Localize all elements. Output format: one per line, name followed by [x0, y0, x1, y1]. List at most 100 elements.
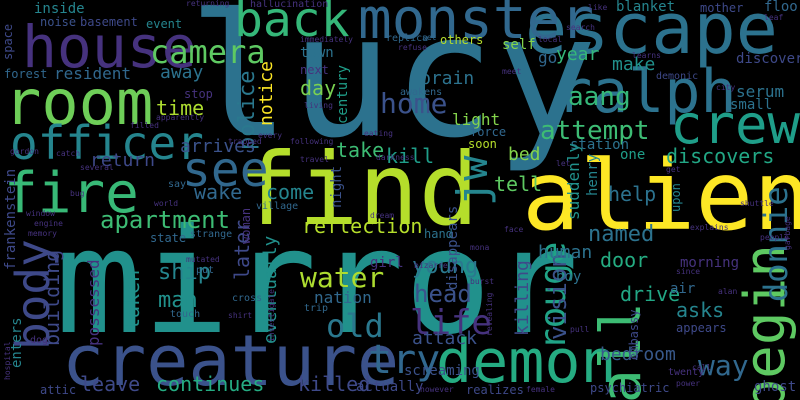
word-arrives: arrives — [180, 136, 256, 157]
word-since: since — [676, 267, 701, 276]
word-catch: catch — [56, 149, 81, 158]
word-replica: replica — [386, 33, 429, 44]
word-one: one — [620, 147, 646, 163]
word-soon: soon — [468, 137, 497, 151]
word-away: away — [160, 62, 204, 83]
word-call: call — [692, 363, 712, 372]
word-event: event — [146, 17, 183, 31]
word-take: take — [336, 138, 385, 162]
word-power: power — [676, 379, 701, 388]
word-dream: dream — [370, 211, 395, 220]
word-ghost: ghost — [754, 379, 797, 395]
word-self: self — [502, 37, 536, 53]
word-wake: wake — [194, 180, 243, 204]
word-brain: brain — [420, 68, 475, 89]
word-revealing: revealing — [485, 292, 494, 336]
word-noise: noise — [40, 15, 77, 29]
word-door: door — [600, 248, 649, 272]
word-floor: floor — [764, 0, 800, 15]
word-tell: tell — [494, 172, 543, 196]
word-filled: filled — [130, 121, 159, 130]
word-female: female — [526, 385, 555, 394]
word-morning: morning — [680, 255, 740, 271]
word-human: human — [538, 242, 593, 263]
word-escape: escape — [525, 0, 778, 70]
word-actually: actually — [356, 379, 424, 395]
word-next: next — [300, 63, 329, 77]
word-demon: demon — [436, 327, 617, 397]
word-inside: inside — [34, 1, 85, 17]
word-strange: strange — [190, 229, 233, 240]
word-enters: enters — [9, 317, 25, 368]
word-touch: touch — [170, 309, 201, 320]
word-killing: killing — [512, 260, 533, 336]
word-taken: taken — [120, 269, 144, 330]
word-home: home — [380, 87, 448, 120]
word-attack: attack — [412, 328, 478, 349]
word-bug: bug — [70, 189, 85, 198]
word-let: let — [556, 159, 571, 168]
word-water: water — [300, 261, 385, 294]
word-named: named — [588, 222, 655, 247]
word-trapped: trapped — [228, 137, 262, 146]
word-time: time — [156, 96, 205, 120]
word-living: living — [304, 101, 333, 110]
word-immediately: immediately — [300, 35, 353, 44]
word-try: try — [368, 337, 441, 383]
word-face: face — [504, 225, 524, 234]
word-trip: trip — [304, 303, 329, 314]
word-search: search — [566, 23, 595, 32]
word-back: back — [234, 0, 350, 48]
word-shuttle: shuttle — [740, 199, 774, 208]
word-explains: explains — [690, 223, 729, 232]
word-darkness: darkness — [376, 153, 415, 162]
word-returning: returning — [186, 0, 230, 8]
word-air: air — [670, 281, 696, 297]
word-young: young — [412, 254, 479, 279]
word-mirror: mirror — [55, 198, 579, 367]
word-suddenly: suddenly — [564, 142, 583, 220]
word-people: people — [760, 233, 789, 242]
word-awakens: awakens — [400, 87, 443, 98]
word-gordon: gordon — [10, 147, 39, 156]
word-local: local — [538, 35, 563, 44]
word-travel: travel — [300, 155, 329, 164]
word-help: help — [608, 182, 657, 206]
word-vision: vision — [544, 253, 572, 340]
word-asks: asks — [676, 298, 725, 322]
word-leaf: leaf — [764, 13, 784, 22]
word-attempt: attempt — [540, 116, 650, 146]
word-camera: camera — [150, 33, 266, 71]
word-mona: mona — [470, 243, 490, 252]
word-creature: creature — [62, 320, 400, 400]
word-man: man — [158, 288, 198, 313]
word-city: city — [716, 83, 736, 92]
word-continues: continues — [156, 372, 265, 396]
word-discovers: discovers — [666, 144, 775, 168]
word-embassy: embassy — [627, 309, 641, 360]
word-alan: alan — [718, 287, 738, 296]
word-monster: monster — [358, 0, 595, 52]
word-following: following — [290, 137, 334, 146]
word-boy: boy — [556, 269, 582, 285]
word-nation: nation — [314, 288, 372, 307]
word-state: state — [150, 231, 187, 245]
word-ship: ship — [158, 260, 211, 285]
word-others: others — [440, 33, 484, 47]
word-small: small — [730, 97, 773, 113]
word-basement: basement — [80, 15, 138, 29]
word-killed: killed — [298, 372, 371, 396]
word-cross: cross — [232, 293, 263, 304]
word-reflection: reflection — [302, 214, 423, 238]
word-light: light — [452, 110, 501, 129]
word-garbage: garbage — [783, 216, 792, 250]
word-night: night — [329, 165, 345, 208]
word-hospital: hospital — [3, 341, 12, 380]
word-possessed: possessed — [84, 259, 103, 346]
word-aang: aang — [568, 82, 631, 112]
word-investigate: investigate — [267, 289, 276, 342]
word-return: return — [90, 150, 156, 171]
word-go: go — [538, 48, 558, 67]
word-get: get — [666, 165, 681, 174]
